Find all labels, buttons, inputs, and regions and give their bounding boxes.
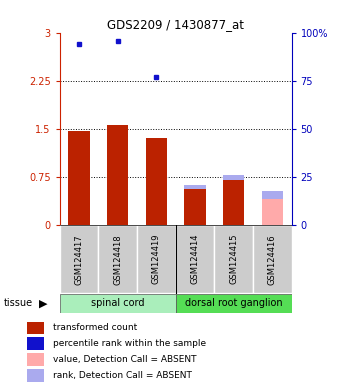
- Bar: [214, 225, 253, 293]
- Bar: [184, 185, 206, 189]
- Bar: [60, 294, 176, 313]
- Text: GSM124419: GSM124419: [152, 234, 161, 285]
- Text: GSM124414: GSM124414: [190, 234, 199, 285]
- Bar: [146, 138, 167, 225]
- Bar: [176, 294, 292, 313]
- Bar: [137, 225, 176, 293]
- Bar: [184, 189, 206, 225]
- Bar: [107, 125, 128, 225]
- Bar: [27, 337, 44, 350]
- Text: transformed count: transformed count: [53, 323, 138, 332]
- Text: rank, Detection Call = ABSENT: rank, Detection Call = ABSENT: [53, 371, 192, 380]
- Bar: [98, 225, 137, 293]
- Text: percentile rank within the sample: percentile rank within the sample: [53, 339, 207, 348]
- Text: dorsal root ganglion: dorsal root ganglion: [185, 298, 282, 308]
- Bar: [253, 225, 292, 293]
- Bar: [223, 180, 244, 225]
- Text: tissue: tissue: [3, 298, 32, 308]
- Text: GSM124418: GSM124418: [113, 234, 122, 285]
- Bar: [27, 369, 44, 382]
- Text: ▶: ▶: [39, 298, 48, 308]
- Bar: [262, 199, 283, 225]
- Bar: [176, 225, 214, 293]
- Bar: [60, 225, 98, 293]
- Bar: [27, 321, 44, 334]
- Text: GSM124417: GSM124417: [74, 234, 84, 285]
- Text: GSM124415: GSM124415: [229, 234, 238, 285]
- Text: value, Detection Call = ABSENT: value, Detection Call = ABSENT: [53, 355, 197, 364]
- Bar: [68, 131, 90, 225]
- Bar: [262, 191, 283, 199]
- Title: GDS2209 / 1430877_at: GDS2209 / 1430877_at: [107, 18, 244, 31]
- Bar: [223, 175, 244, 180]
- Text: GSM124416: GSM124416: [268, 234, 277, 285]
- Bar: [27, 353, 44, 366]
- Text: spinal cord: spinal cord: [91, 298, 144, 308]
